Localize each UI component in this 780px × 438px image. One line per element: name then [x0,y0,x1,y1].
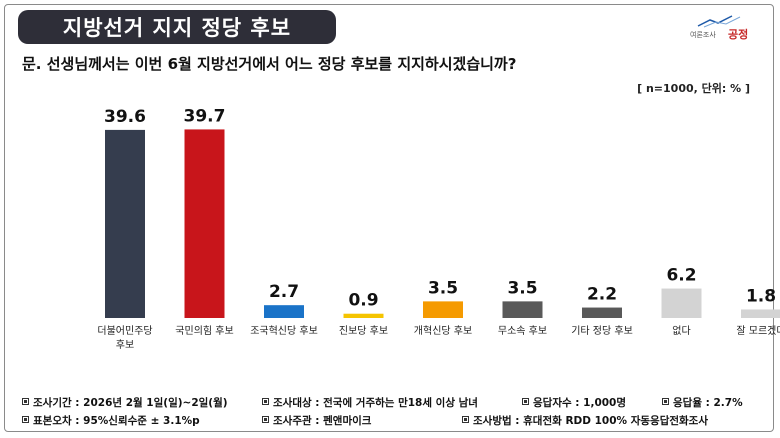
sample-note: [ n=1000, 단위: % ] [637,82,750,95]
category-label-line: 없다 [672,324,690,337]
bar-value-label-7: 6.2 [666,266,696,286]
footer-item-sponsor: 조사주관 : 펜앤마이크 [262,413,371,428]
category-label-line: 진보당 후보 [339,325,388,337]
bar-0 [105,129,145,318]
bar-7 [661,288,702,318]
logo-main-text: 공정 [728,28,749,41]
category-label-7: 없다 [672,324,690,337]
footer-item-target: 조사대상 : 전국에 거주하는 만18세 이상 남녀 [262,395,478,410]
chart-title: 지방선거 지지 정당 후보 [18,10,336,44]
survey-footer: 조사기간 : 2026년 2월 1일(일)~2일(월) 조사대상 : 전국에 거… [22,395,762,431]
survey-question: 문. 선생님께서는 이번 6월 지방선거에서 어느 정당 후보를 지지하시겠습니… [22,55,517,73]
bullet-square-icon [262,416,269,423]
category-label-line: 잘 모르겠다 [736,325,780,337]
bar-4 [423,301,463,318]
bullet-square-icon [462,416,469,423]
footer-item-method: 조사방법 : 휴대전화 RDD 100% 자동응답전화조사 [462,413,708,428]
footer-row-1: 조사기간 : 2026년 2월 1일(일)~2일(월) 조사대상 : 전국에 거… [22,395,762,413]
bar-value-label-1: 39.7 [184,106,226,126]
bar-2 [264,305,304,318]
chart-frame [4,4,774,432]
footer-item-period: 조사기간 : 2026년 2월 1일(일)~2일(월) [22,395,228,410]
bullet-square-icon [22,398,29,405]
category-label-2: 조국혁신당 후보 [250,325,318,337]
bullet-square-icon [662,398,669,405]
bullet-square-icon [22,416,29,423]
category-label-line: 기타 정당 후보 [571,325,633,337]
bar-value-label-8: 1.8 [746,286,776,306]
bullet-square-icon [262,398,269,405]
bar-1 [184,129,225,318]
bar-value-label-4: 3.5 [428,278,458,298]
category-label-line: 국민의힘 후보 [175,325,233,337]
bar-value-label-2: 2.7 [269,282,299,302]
pollster-logo: 여론조사 공정 [690,14,760,42]
category-label-3: 진보당 후보 [339,325,388,337]
category-label-line: 무소속 후보 [498,325,547,337]
footer-item-margin: 표본오차 : 95%신뢰수준 ± 3.1%p [22,413,200,428]
bar-5 [502,301,543,318]
category-label-5: 무소속 후보 [498,325,547,337]
category-label-4: 개혁신당 후보 [414,325,472,337]
category-label-8: 잘 모르겠다 [736,325,780,337]
logo-trend-icon [697,15,741,28]
bullet-square-icon [522,398,529,405]
category-label-line: 후보 [116,339,134,351]
bar-value-label-5: 3.5 [507,278,537,298]
category-label-line: 개혁신당 후보 [414,325,472,337]
footer-item-respondents: 응답자수 : 1,000명 [522,395,626,410]
bar-value-label-6: 2.2 [587,285,617,305]
footer-row-2: 표본오차 : 95%신뢰수준 ± 3.1%p 조사주관 : 펜앤마이크 조사방법… [22,413,762,431]
bar-8 [741,309,780,318]
bar-value-label-3: 0.9 [348,291,378,311]
category-label-6: 기타 정당 후보 [571,325,633,337]
logo-sub-text: 여론조사 [690,31,716,39]
bar-value-label-0: 39.6 [104,107,146,127]
bar-3 [343,313,384,318]
category-label-line: 조국혁신당 후보 [250,325,318,337]
footer-item-response-rate: 응답율 : 2.7% [662,395,743,410]
category-label-1: 국민의힘 후보 [175,325,233,337]
category-label-line: 더불어민주당 [97,325,152,337]
bar-6 [582,307,622,318]
